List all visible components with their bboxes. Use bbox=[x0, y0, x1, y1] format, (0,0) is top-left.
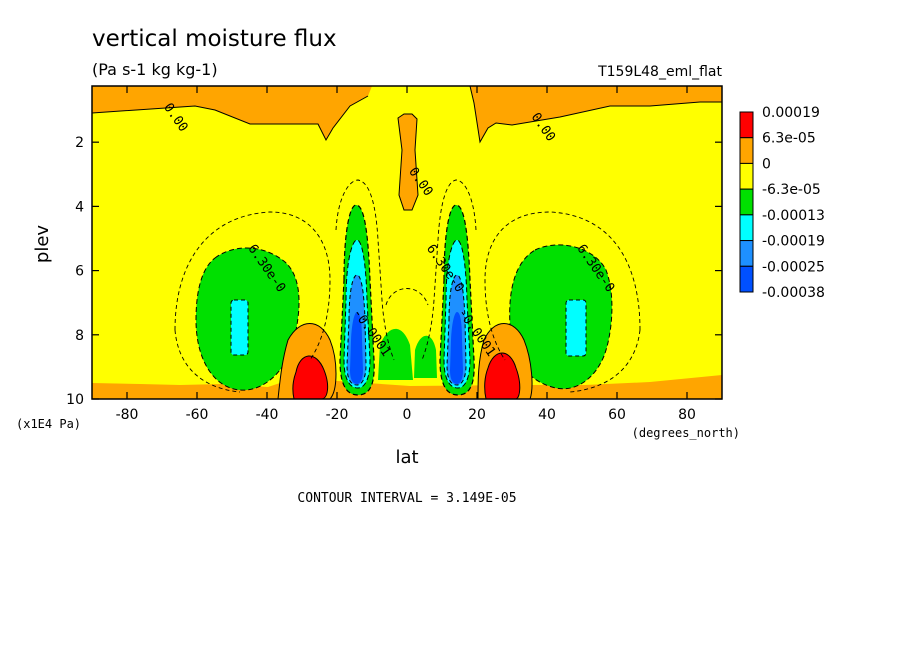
contour-fill-positive-top-left bbox=[92, 86, 372, 140]
chart-title: vertical moisture flux bbox=[92, 26, 337, 52]
colorbar-label: -0.00019 bbox=[762, 234, 825, 250]
contour-fill-left-cyan bbox=[230, 299, 249, 356]
colorbar-label: 6.3e-05 bbox=[762, 131, 816, 147]
colorbar-label: -0.00013 bbox=[762, 208, 825, 224]
x-tick-label: 40 bbox=[538, 407, 556, 423]
colorbar-swatch bbox=[739, 111, 754, 139]
colorbar-swatch bbox=[739, 188, 754, 216]
colorbar-swatch bbox=[739, 240, 754, 267]
contour-line-center-dome bbox=[385, 288, 429, 306]
x-tick-label: -40 bbox=[256, 407, 279, 423]
x-tick-label: 20 bbox=[468, 407, 486, 423]
contour-interval: CONTOUR INTERVAL = 3.149E-05 bbox=[297, 491, 516, 506]
x-tick-label: -80 bbox=[116, 407, 139, 423]
x-tick-label: -60 bbox=[186, 407, 209, 423]
contour-line-right-tongue-outer bbox=[421, 179, 477, 361]
contour-fill-positive-top-center bbox=[398, 114, 418, 210]
x-tick-label: 80 bbox=[678, 407, 696, 423]
plot-area bbox=[92, 86, 722, 399]
colorbar-swatch bbox=[739, 137, 754, 164]
contour-fill-center-green bbox=[378, 328, 413, 380]
contour-line-right-outer bbox=[484, 211, 641, 393]
contour-line-left-outer bbox=[174, 211, 331, 393]
contour-fill-positive-top-right bbox=[470, 86, 722, 142]
contour-fill-right-red bbox=[484, 352, 521, 399]
y-tick-label: 2 bbox=[75, 135, 84, 151]
y-axis-label: plev bbox=[32, 225, 53, 264]
colorbar-label: 0 bbox=[762, 156, 771, 172]
contour-line-zero-top bbox=[92, 86, 722, 144]
colorbar-label: -6.3e-05 bbox=[762, 182, 821, 198]
y-tick-label: 8 bbox=[75, 328, 84, 344]
contour-fill-left-red bbox=[292, 355, 329, 399]
y-axis-units: (x1E4 Pa) bbox=[16, 417, 81, 431]
contour-fill-right-cyan bbox=[565, 299, 587, 357]
colorbar-label: -0.00025 bbox=[762, 259, 825, 275]
chart-subtitle: (Pa s-1 kg kg-1) bbox=[92, 60, 218, 79]
y-tick-label: 4 bbox=[75, 199, 84, 215]
colorbar: 0.00019 6.3e-05 0 -6.3e-05 -0.00013 -0.00019 -… bbox=[739, 105, 825, 301]
x-tick-label: -20 bbox=[326, 407, 349, 423]
x-tick-label: 60 bbox=[608, 407, 626, 423]
contour-fill-left-tongue-core bbox=[350, 312, 363, 384]
contour-line-left-tongue-outer bbox=[335, 179, 395, 361]
dataset-label: T159L48_eml_flat bbox=[597, 64, 722, 80]
colorbar-swatch bbox=[739, 265, 754, 293]
contour-fill-right-tongue-core bbox=[450, 312, 463, 384]
x-tick-label: 0 bbox=[403, 407, 412, 423]
x-axis-units: (degrees_north) bbox=[632, 426, 740, 440]
contour-line-zero-center bbox=[397, 113, 419, 211]
contour-fill-right-green bbox=[509, 244, 613, 390]
contour-fill-positive-bottom bbox=[92, 375, 722, 399]
x-axis: -80 -60 -40 -20 0 20 40 60 80 bbox=[116, 86, 696, 423]
colorbar-label: 0.00019 bbox=[762, 105, 820, 121]
y-tick-label: 10 bbox=[66, 392, 84, 408]
y-axis: 2 4 6 8 10 bbox=[66, 135, 722, 408]
colorbar-swatch bbox=[739, 214, 754, 242]
y-tick-label: 6 bbox=[75, 264, 84, 280]
colorbar-swatch bbox=[739, 162, 754, 190]
x-axis-label: lat bbox=[395, 447, 418, 468]
colorbar-label: -0.00038 bbox=[762, 285, 825, 301]
contour-fill-center-green-2 bbox=[414, 335, 437, 378]
